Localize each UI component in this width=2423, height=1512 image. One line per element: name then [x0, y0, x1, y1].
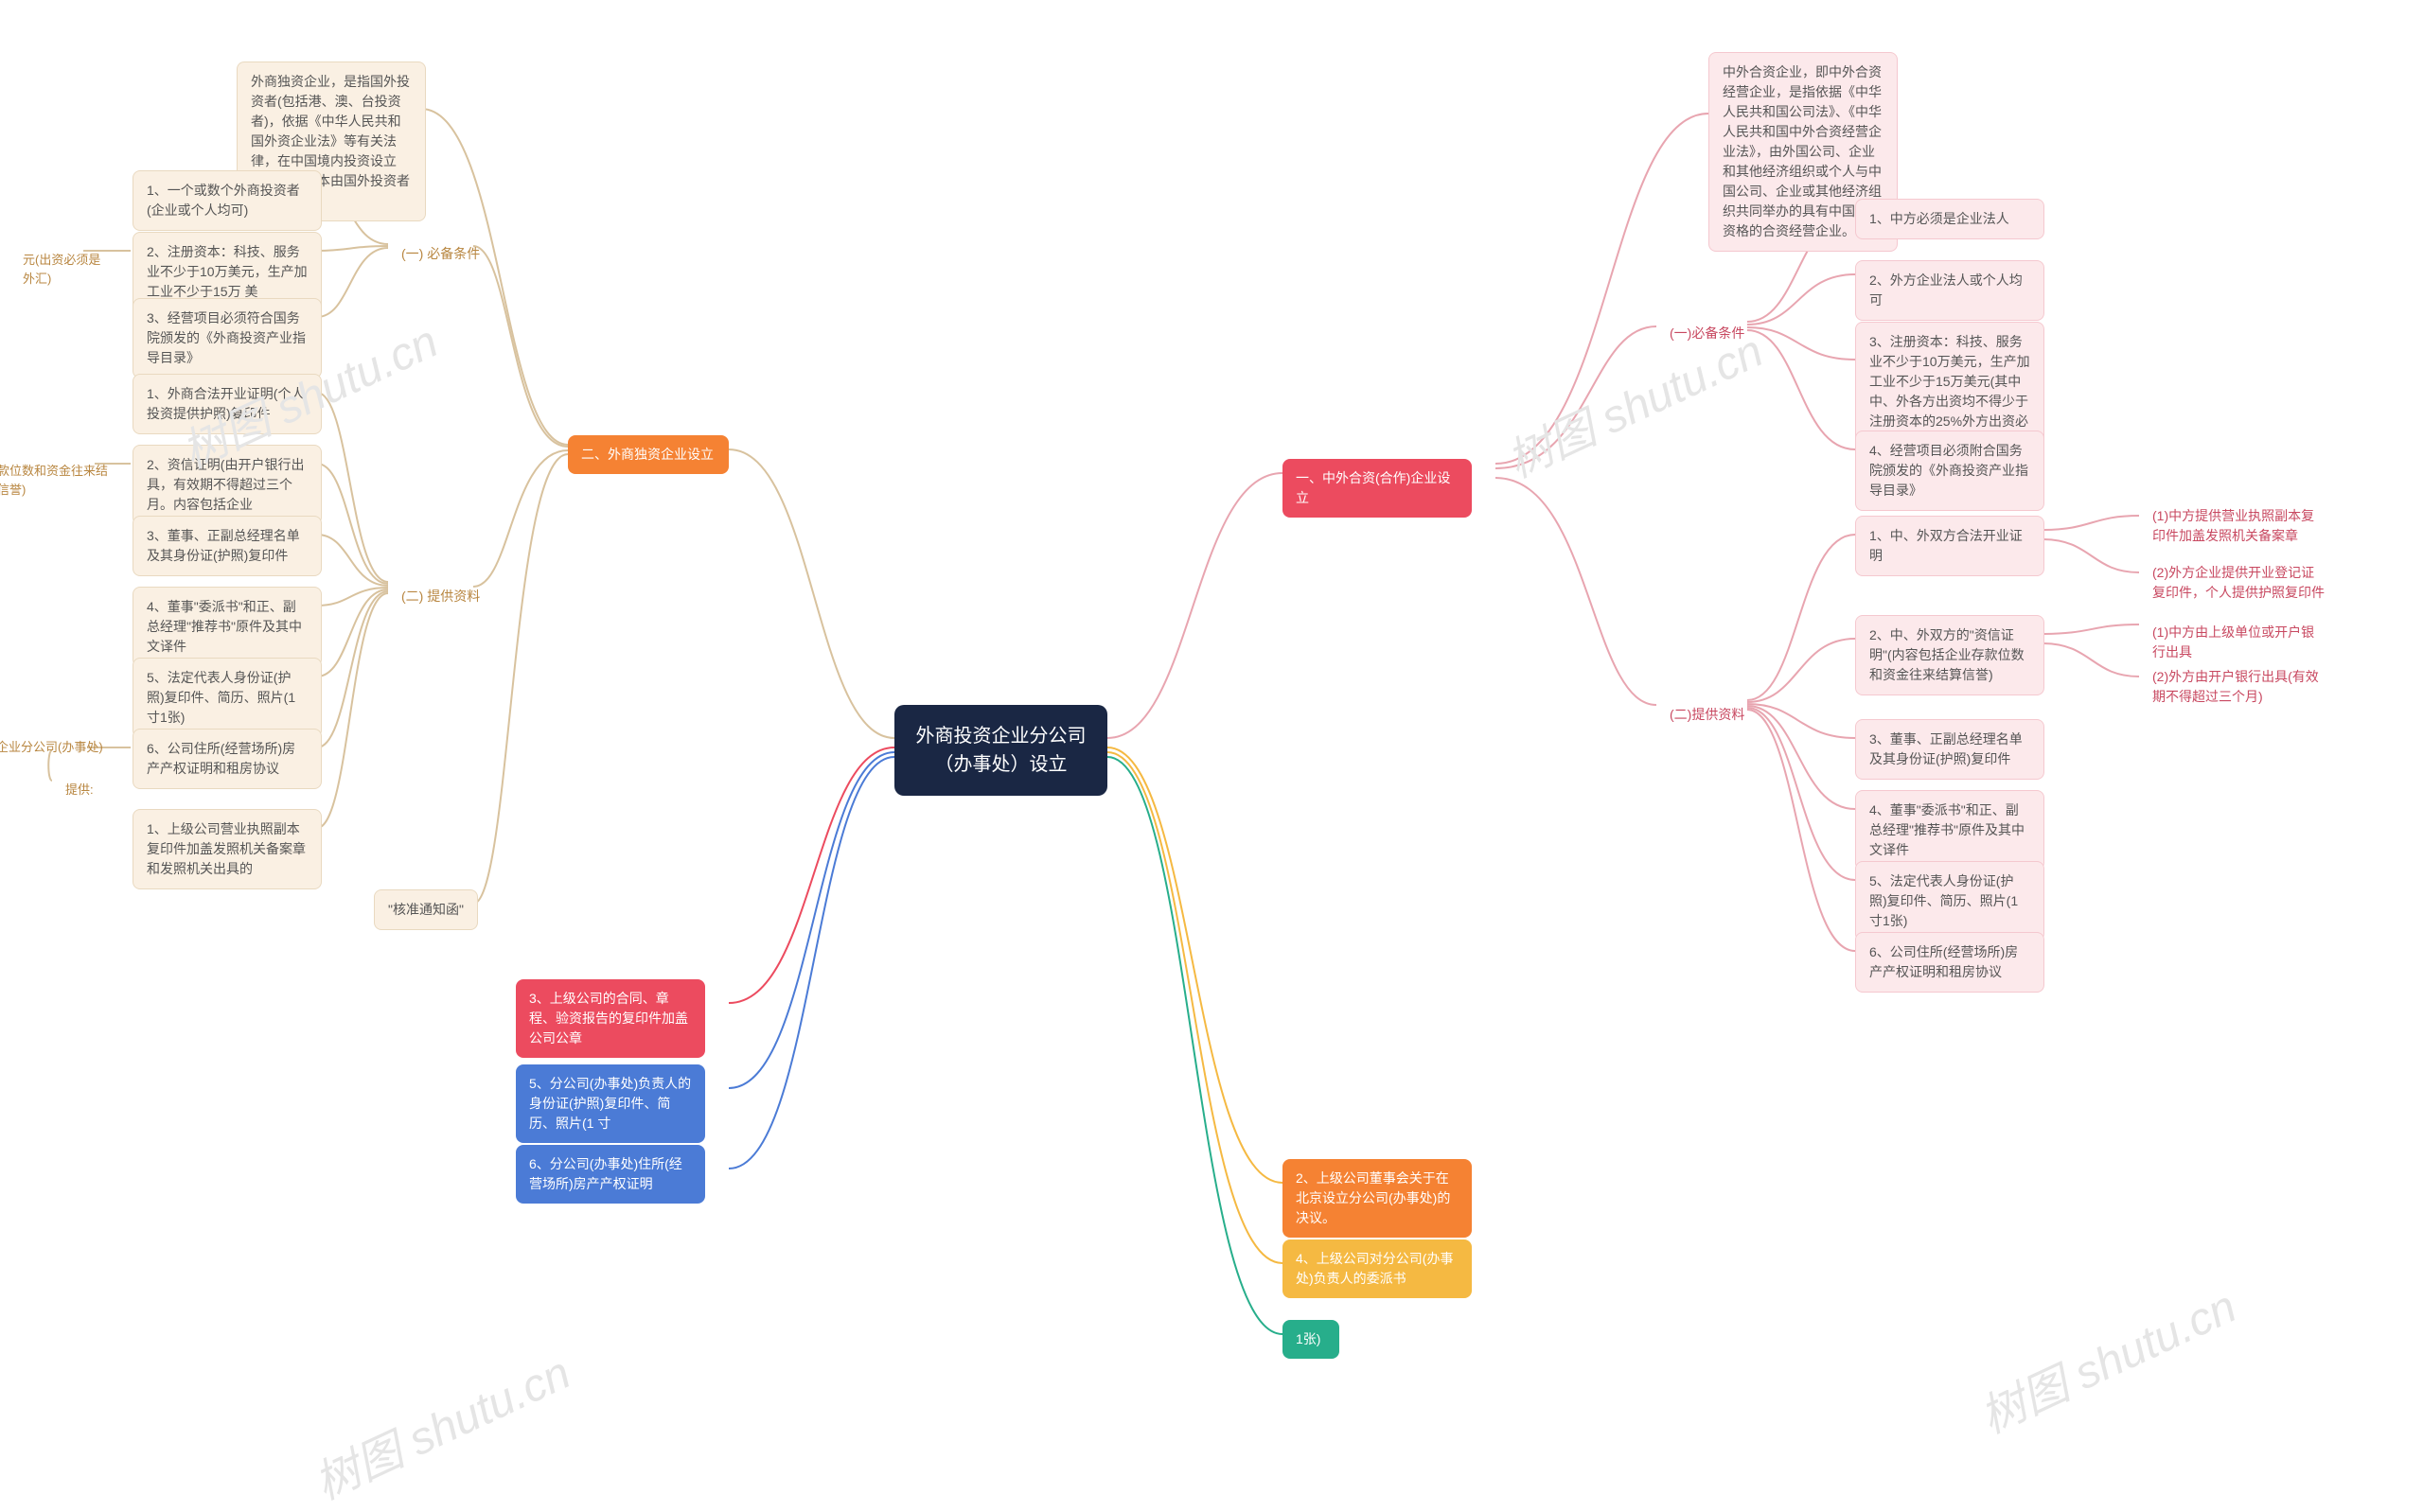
node-l1a-2-extra: 元(出资必须是外汇) — [9, 241, 123, 297]
node-r1a-1: 1、中方必须是企业法人 — [1855, 199, 2044, 239]
node-l1a-1: 1、一个或数个外商投资者(企业或个人均可) — [133, 170, 322, 231]
node-r1b-4: 4、董事"委派书"和正、副总经理"推荐书"原件及其中文译件 — [1855, 790, 2044, 870]
branch-r3: 4、上级公司对分公司(办事处)负责人的委派书 — [1282, 1239, 1472, 1298]
node-r1b-5: 5、法定代表人身份证(护照)复印件、简历、照片(1寸1张) — [1855, 861, 2044, 941]
branch-l4: 6、分公司(办事处)住所(经营场所)房产产权证明 — [516, 1145, 705, 1204]
branch-l2: 3、上级公司的合同、章程、验资报告的复印件加盖公司公章 — [516, 979, 705, 1058]
root-node: 外商投资企业分公司（办事处）设立 — [894, 705, 1107, 796]
node-r1b: (二)提供资料 — [1656, 695, 1758, 734]
node-r1a-4: 4、经营项目必须附合国务院颁发的《外商投资产业指导目录》 — [1855, 431, 2044, 511]
node-r1b-3: 3、董事、正副总经理名单及其身份证(护照)复印件 — [1855, 719, 2044, 780]
mindmap-canvas: 树图 shutu.cn 树图 shutu.cn 树图 shutu.cn 树图 s… — [0, 0, 2423, 1481]
node-r1b-2: 2、中、外双方的"资信证明"(内容包括企业存款位数和资金往来结算信誉) — [1855, 615, 2044, 695]
connector-lines — [0, 0, 2423, 1481]
node-l1a: (一) 必备条件 — [388, 235, 493, 273]
branch-r1: 一、中外合资(合作)企业设立 — [1282, 459, 1472, 518]
node-l1b-7: 1、上级公司营业执照副本复印件加盖发照机关备案章和发照机关出具的 — [133, 809, 322, 889]
node-l1b-2-extra: 存款位数和资金往来结算信誉) — [0, 452, 128, 508]
node-l1b-2: 2、资信证明(由开户银行出具，有效期不得超过三个月。内容包括企业 — [133, 445, 322, 525]
watermark: 树图 shutu.cn — [1968, 1270, 2245, 1446]
node-r1b-6: 6、公司住所(经营场所)房产产权证明和租房协议 — [1855, 932, 2044, 993]
node-l1b-5: 5、法定代表人身份证(护照)复印件、简历、照片(1寸1张) — [133, 658, 322, 738]
node-r1b-1-1: (1)中方提供营业执照副本复印件加盖发照机关备案章 — [2139, 497, 2338, 555]
node-l1b-4: 4、董事"委派书"和正、副总经理"推荐书"原件及其中文译件 — [133, 587, 322, 667]
branch-l1: 二、外商独资企业设立 — [568, 435, 729, 474]
node-r1b-1-2: (2)外方企业提供开业登记证复印件，个人提供护照复印件 — [2139, 554, 2338, 612]
node-l1a-3: 3、经营项目必须符合国务院颁发的《外商投资产业指导目录》 — [133, 298, 322, 378]
node-l1b: (二) 提供资料 — [388, 577, 493, 616]
node-r1b-1: 1、中、外双方合法开业证明 — [1855, 516, 2044, 576]
node-l1b-1: 1、外商合法开业证明(个人投资提供护照)复印件 — [133, 374, 322, 434]
node-l1b-3: 3、董事、正副总经理名单及其身份证(护照)复印件 — [133, 516, 322, 576]
node-r1b-2-2: (2)外方由开户银行出具(有效期不得超过三个月) — [2139, 658, 2338, 716]
node-r1a: (一)必备条件 — [1656, 314, 1758, 353]
node-l1c: "核准通知函" — [374, 889, 478, 930]
node-l1b-6: 6、公司住所(经营场所)房产产权证明和租房协议 — [133, 729, 322, 789]
node-r1a-2: 2、外方企业法人或个人均可 — [1855, 260, 2044, 321]
branch-r2: 2、上级公司董事会关于在北京设立分公司(办事处)的决议。 — [1282, 1159, 1472, 1238]
watermark: 树图 shutu.cn — [302, 1336, 579, 1512]
branch-l3: 5、分公司(办事处)负责人的身份证(护照)复印件、简历、照片(1 寸 — [516, 1064, 705, 1143]
branch-r4: 1张) — [1282, 1320, 1339, 1359]
node-l1b-6-extra-bot: 提供: — [52, 771, 107, 809]
